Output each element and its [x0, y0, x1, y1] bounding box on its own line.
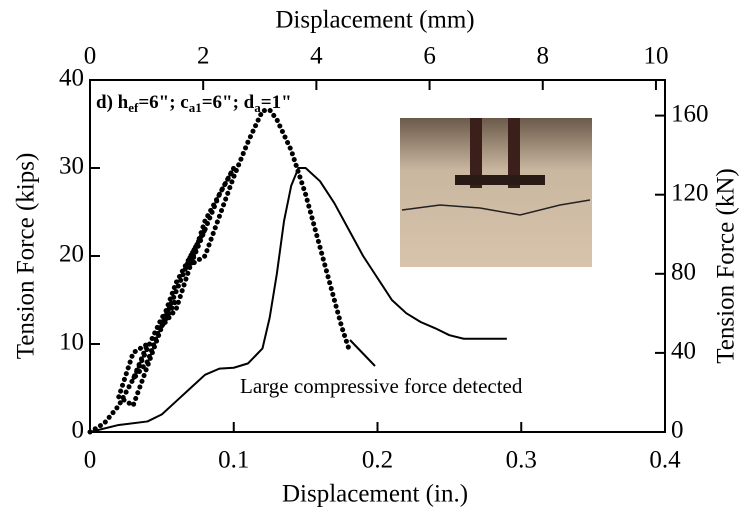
y-axis-title: Tension Force (kips) [13, 153, 40, 360]
x-axis-title: Displacement (in.) [282, 481, 468, 508]
x2-tick-label: 10 [643, 43, 668, 70]
data-line [89, 167, 507, 433]
x-tick-label: 0.2 [362, 447, 393, 474]
x-tick-label: 0.1 [218, 447, 249, 474]
y-tick-label: 30 [59, 153, 84, 180]
y2-tick-label: 160 [671, 100, 709, 127]
photo [400, 118, 592, 267]
x2-tick-label: 0 [84, 43, 97, 70]
x2-tick-label: 8 [537, 43, 550, 70]
y2-tick-label: 0 [671, 417, 684, 444]
y-tick-label: 20 [59, 241, 84, 268]
y2-tick-label: 80 [671, 259, 696, 286]
annotation-leader [349, 339, 376, 367]
x-tick-label: 0.3 [506, 447, 537, 474]
y-tick-label: 10 [59, 329, 84, 356]
annotation: Large compressive force detected [240, 374, 523, 398]
x2-tick-label: 6 [423, 43, 436, 70]
data-line [87, 107, 352, 435]
panel-label: d) hef=6"; ca1=6"; da=1" [96, 92, 292, 115]
x-tick-label: 0 [84, 447, 97, 474]
x-tick-label: 0.4 [649, 447, 681, 474]
x2-tick-label: 2 [197, 43, 210, 70]
y2-tick-label: 120 [671, 179, 709, 206]
x2-tick-label: 4 [310, 43, 323, 70]
x2-axis-title: Displacement (mm) [275, 7, 474, 34]
y-tick-label: 0 [72, 417, 85, 444]
y-tick-label: 40 [59, 65, 84, 92]
y2-axis-title: Tension Force (kN) [713, 168, 740, 363]
y2-tick-label: 40 [671, 338, 696, 365]
